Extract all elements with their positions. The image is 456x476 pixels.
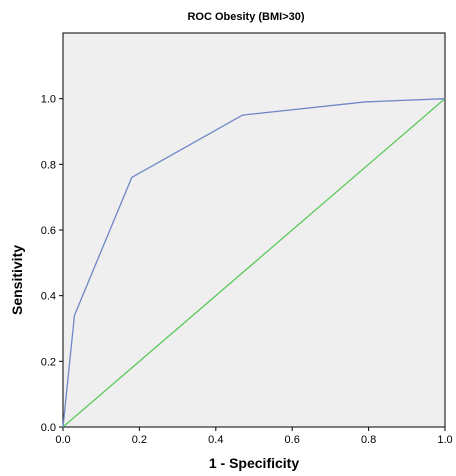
x-tick-label: 0.8	[361, 434, 376, 446]
chart-title: ROC Obesity (BMI>30)	[187, 11, 304, 23]
x-tick-label: 0.0	[55, 434, 70, 446]
axis-ticks: 0.0 0.2 0.4 0.6 0.8 1.0 0.0 0.2 0.4 0.6 0.8 1.0	[41, 94, 453, 446]
x-tick-label: 1.0	[437, 434, 452, 446]
y-tick-label: 0.0	[41, 422, 56, 434]
series-group	[62, 98, 446, 428]
y-tick-label: 0.6	[41, 225, 56, 237]
y-tick-label: 0.8	[41, 159, 56, 171]
x-tick-label: 0.4	[208, 434, 223, 446]
plot-area	[62, 32, 446, 428]
reference-diagonal-line	[62, 98, 446, 428]
y-tick-label: 0.2	[41, 356, 56, 368]
y-tick-label: 1.0	[41, 94, 56, 106]
x-tick-label: 0.2	[132, 434, 147, 446]
roc-curve-line	[62, 98, 446, 428]
x-tick-label: 0.6	[285, 434, 300, 446]
x-axis-title: 1 - Specificity	[209, 455, 299, 471]
y-axis-title: Sensitivity	[9, 245, 25, 315]
y-tick-label: 0.4	[41, 291, 56, 303]
